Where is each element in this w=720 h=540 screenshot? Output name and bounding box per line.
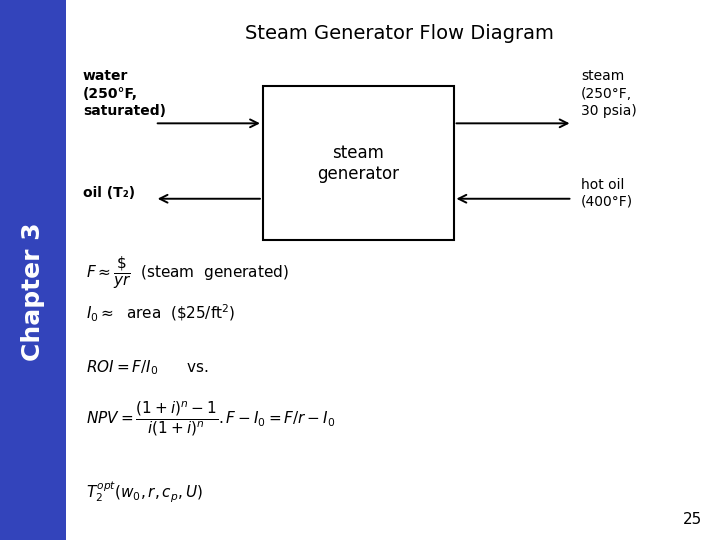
Text: water
(250°F,
saturated): water (250°F, saturated) [83, 69, 166, 118]
Text: $T_2^{opt}(w_0, r, c_p, U)$: $T_2^{opt}(w_0, r, c_p, U)$ [86, 479, 204, 504]
Text: $ROI = F / I_0$      vs.: $ROI = F / I_0$ vs. [86, 358, 210, 376]
Text: hot oil
(400°F): hot oil (400°F) [581, 178, 633, 209]
Text: $F \approx \dfrac{\$}{yr}$  (steam  generated): $F \approx \dfrac{\$}{yr}$ (steam genera… [86, 254, 289, 291]
Text: oil (T₂): oil (T₂) [83, 186, 135, 200]
Text: $NPV = \dfrac{(1+i)^n - 1}{i(1+i)^n} . F - I_0 = F/r - I_0$: $NPV = \dfrac{(1+i)^n - 1}{i(1+i)^n} . F… [86, 399, 336, 438]
Text: 25: 25 [683, 511, 702, 526]
Bar [263, 86, 454, 240]
Text: Chapter 3: Chapter 3 [21, 222, 45, 361]
Text: steam
generator: steam generator [318, 144, 399, 183]
Text: steam
(250°F,
30 psia): steam (250°F, 30 psia) [581, 69, 636, 118]
Text: Steam Generator Flow Diagram: Steam Generator Flow Diagram [246, 24, 554, 43]
Text: $I_0 \approx$  area  ($\$25/\mathrm{ft}^2$): $I_0 \approx$ area ($\$25/\mathrm{ft}^2$… [86, 302, 236, 324]
